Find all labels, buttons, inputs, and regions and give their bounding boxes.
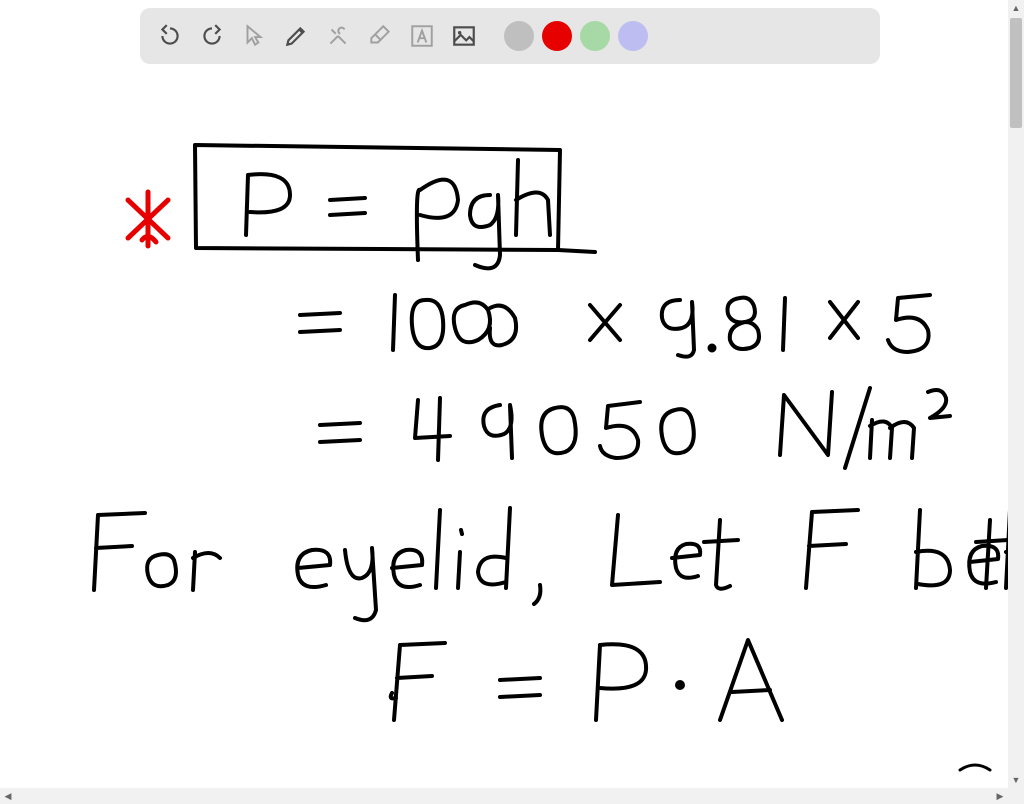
redo-icon: [199, 23, 225, 49]
undo-button[interactable]: [152, 18, 188, 54]
pen-icon: [283, 23, 309, 49]
whiteboard-app: ▲ ▼ ◀ ▶: [0, 0, 1024, 804]
vscroll-thumb[interactable]: [1010, 18, 1022, 128]
canvas[interactable]: [0, 0, 1008, 788]
pointer-button[interactable]: [236, 18, 272, 54]
text-line: [94, 508, 998, 620]
scroll-corner: [1008, 788, 1024, 804]
scroll-left-arrow[interactable]: ◀: [0, 788, 16, 804]
eq-calc2: [320, 388, 950, 468]
tools-icon: [325, 23, 351, 49]
color-gray[interactable]: [504, 21, 534, 51]
eq-calc1: [300, 295, 930, 357]
scroll-down-arrow[interactable]: ▼: [1008, 772, 1024, 788]
tools-button[interactable]: [320, 18, 356, 54]
star-mark: [128, 192, 168, 246]
eraser-button[interactable]: [362, 18, 398, 54]
image-button[interactable]: [446, 18, 482, 54]
pen-button[interactable]: [278, 18, 314, 54]
text-icon: [409, 23, 435, 49]
color-green[interactable]: [580, 21, 610, 51]
color-lavender[interactable]: [618, 21, 648, 51]
handwritten-content: [0, 0, 1008, 788]
text-th-cut: [976, 510, 1008, 588]
eq-fpa: [391, 640, 782, 720]
undo-icon: [157, 23, 183, 49]
text-button[interactable]: [404, 18, 440, 54]
eq-p-rgh: [246, 160, 550, 268]
redo-button[interactable]: [194, 18, 230, 54]
formula-box: [195, 145, 595, 252]
horizontal-scrollbar[interactable]: ◀ ▶: [0, 788, 1008, 804]
partial-stroke: [960, 765, 990, 770]
vertical-scrollbar[interactable]: ▲ ▼: [1008, 0, 1024, 788]
eraser-icon: [367, 23, 393, 49]
scroll-up-arrow[interactable]: ▲: [1008, 0, 1024, 16]
color-red[interactable]: [542, 21, 572, 51]
scroll-right-arrow[interactable]: ▶: [992, 788, 1008, 804]
drawing-toolbar: [140, 8, 880, 64]
pointer-icon: [241, 23, 267, 49]
image-icon: [451, 23, 477, 49]
